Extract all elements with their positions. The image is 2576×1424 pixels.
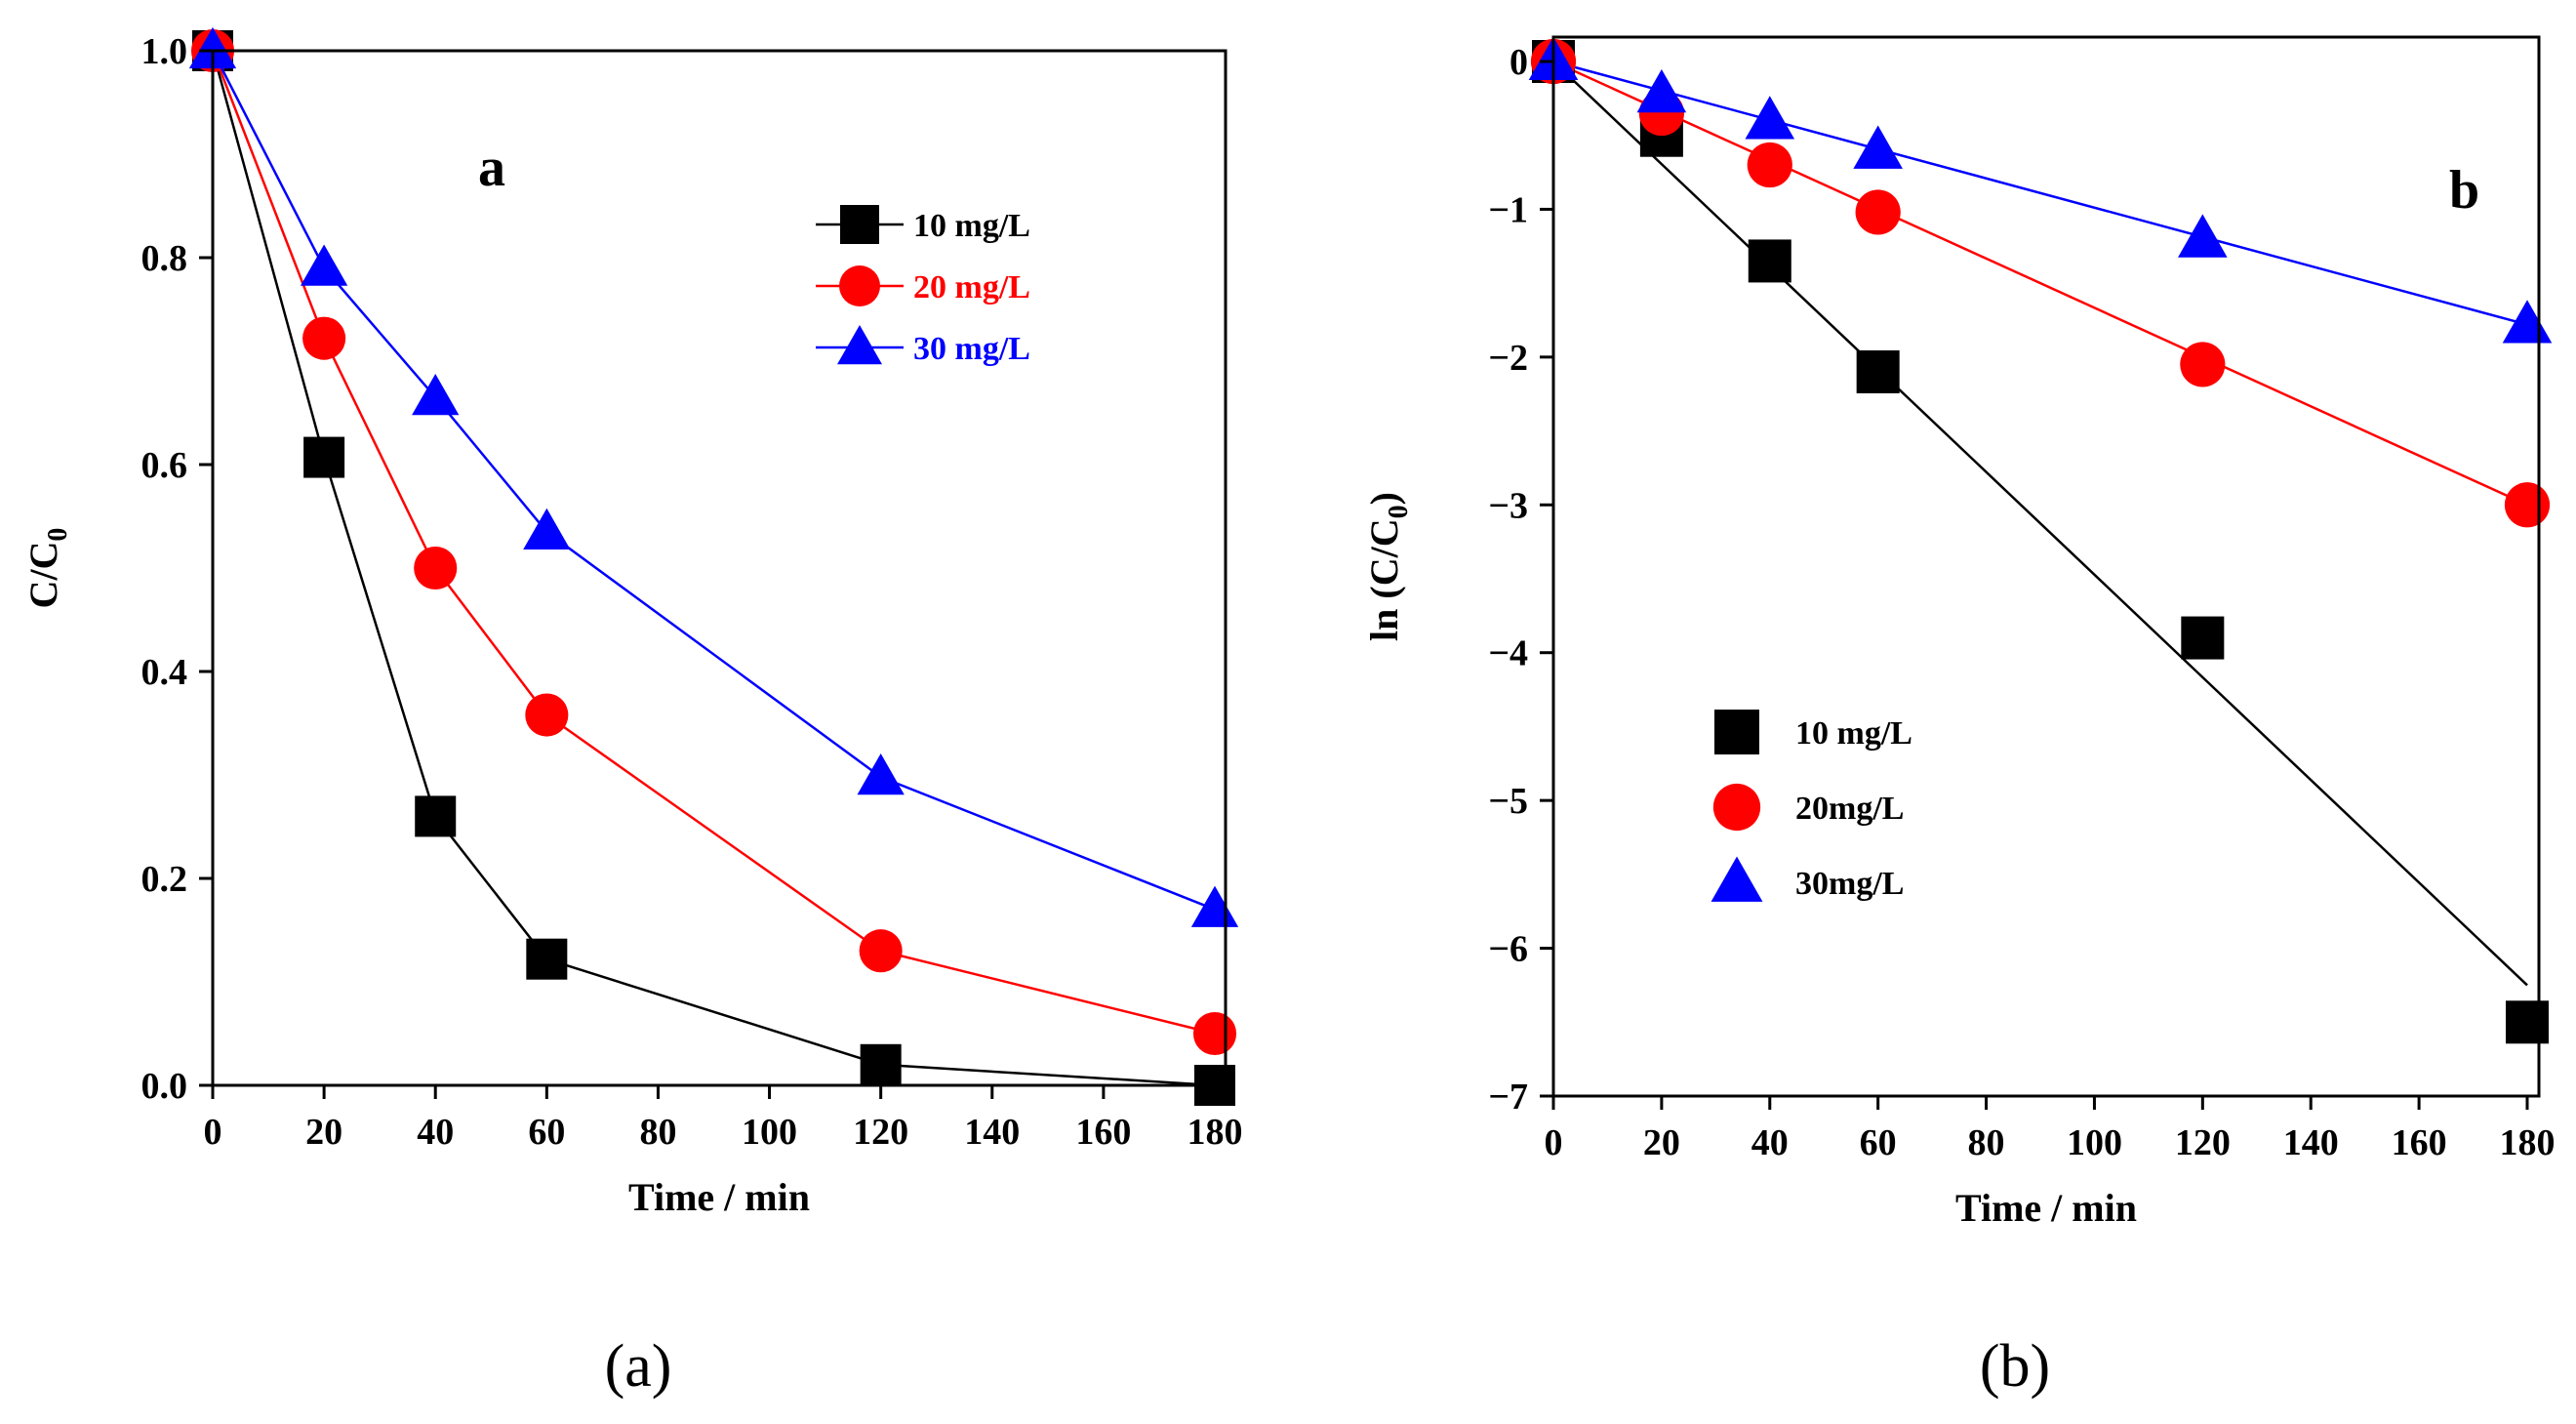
legend-label: 20 mg/L <box>913 269 1030 305</box>
x-tick-label: 80 <box>639 1112 676 1153</box>
data-point-triangle <box>523 508 571 550</box>
x-tick-label: 140 <box>964 1112 1020 1153</box>
y-tick-label: 0.2 <box>141 859 188 900</box>
data-point-square <box>1748 239 1791 283</box>
data-point-circle <box>1747 142 1792 188</box>
x-axis-title-b: Time / min <box>1955 1186 2137 1230</box>
x-tick-label: 180 <box>1187 1112 1243 1153</box>
data-point-circle <box>2180 342 2226 387</box>
data-point-triangle <box>188 26 237 69</box>
x-tick-label: 40 <box>1751 1122 1789 1163</box>
data-point-square <box>526 938 568 980</box>
legend-marker-triangle <box>837 325 882 365</box>
y-tick-label: −2 <box>1488 338 1528 379</box>
y-tick-label: −3 <box>1488 485 1528 526</box>
fit-line <box>1552 61 2528 987</box>
x-tick-label: 60 <box>1860 1122 1897 1163</box>
x-tick-label: 160 <box>2392 1122 2447 1163</box>
y-tick-label: 0 <box>1509 42 1528 83</box>
x-tick-label: 120 <box>853 1112 908 1153</box>
data-point-triangle <box>300 244 348 286</box>
data-point-circle <box>1855 189 1901 235</box>
legend-marker-triangle <box>1711 856 1763 902</box>
caption-b: (b) <box>1980 1333 2050 1400</box>
data-point-square <box>2506 1000 2549 1044</box>
data-point-triangle <box>1745 96 1795 140</box>
legend-label: 30 mg/L <box>913 331 1030 367</box>
panel-letter-a: a <box>478 138 505 198</box>
x-tick-label: 100 <box>2067 1122 2122 1163</box>
x-tick-label: 180 <box>2500 1122 2556 1163</box>
data-point-triangle <box>857 753 905 795</box>
data-point-circle <box>2504 482 2551 528</box>
y-tick-label: −1 <box>1488 189 1528 230</box>
legend-marker-square <box>1714 710 1759 754</box>
data-point-triangle <box>1636 69 1687 113</box>
data-point-triangle <box>412 373 460 416</box>
legend-b: 10 mg/L 20mg/L 30mg/L <box>1711 710 1912 902</box>
data-point-circle <box>1192 1011 1237 1056</box>
x-tick-label: 80 <box>1968 1122 2005 1163</box>
data-point-circle <box>302 316 346 360</box>
data-point-square <box>860 1043 902 1085</box>
data-point-triangle <box>2178 214 2228 258</box>
y-tick-label: −4 <box>1488 633 1528 674</box>
y-axis-title-b-main: ln (C/C <box>1362 518 1406 641</box>
legend-marker-circle <box>839 265 880 306</box>
panel-letter-b: b <box>2449 160 2479 221</box>
caption-a: (a) <box>605 1333 672 1400</box>
y-tick-label: 0.4 <box>141 652 188 693</box>
data-point-square <box>1856 350 1900 393</box>
x-tick-label: 100 <box>742 1112 797 1153</box>
legend-label: 10 mg/L <box>1795 715 1912 752</box>
x-axis-title-a: Time / min <box>628 1175 810 1219</box>
data-point-triangle <box>1853 125 1903 169</box>
y-axis-title-a-sub: 0 <box>43 528 73 542</box>
y-tick-label: −5 <box>1488 781 1528 822</box>
data-point-square <box>2181 616 2225 660</box>
x-tick-label: 0 <box>204 1112 222 1153</box>
fit-line <box>1552 60 2528 326</box>
x-tick-label: 160 <box>1075 1112 1131 1153</box>
series-line <box>211 50 1216 1087</box>
legend-label: 20mg/L <box>1795 791 1904 827</box>
chart-panel-a: 0 20 40 60 80 100 120 140 160 180 0.0 0.2 0.4 0.6 0.8 1… <box>21 26 1243 1400</box>
x-tick-label: 60 <box>528 1112 565 1153</box>
y-axis-title-b-sub: 0 <box>1384 505 1414 518</box>
chart-panel-b: 0 20 40 60 80 100 120 140 160 1800−1−2−3−4−5−6−7 … <box>1362 35 2556 1400</box>
series-line <box>211 50 1216 1036</box>
series-line <box>211 50 1216 911</box>
x-tick-label: 20 <box>305 1112 342 1153</box>
x-tick-label: 140 <box>2283 1122 2339 1163</box>
data-point-circle <box>414 546 458 590</box>
y-axis-title-a: C/C0 <box>21 528 73 609</box>
y-axis-title-a-main: C/C <box>21 542 65 609</box>
legend-marker-circle <box>1712 783 1761 832</box>
legend-label: 10 mg/L <box>913 208 1030 244</box>
data-point-circle <box>525 693 569 737</box>
data-point-square <box>303 436 345 478</box>
y-tick-label: 0.8 <box>141 238 188 279</box>
y-tick-label: 0.6 <box>141 445 188 486</box>
y-tick-label: −7 <box>1488 1077 1528 1118</box>
legend-marker-square <box>840 205 879 244</box>
fit-line <box>1552 60 2528 507</box>
y-axis-title-b: ln (C/C0) <box>1362 492 1414 641</box>
plot-frame-b <box>1551 35 2541 1098</box>
legend-a: 10 mg/L 20 mg/L 30 mg/L <box>816 205 1030 367</box>
legend-label: 30mg/L <box>1795 866 1904 902</box>
y-axis-title-b-end: ) <box>1362 492 1406 505</box>
plot-frame-a <box>211 49 1228 1087</box>
y-tick-label: 1.0 <box>141 31 188 72</box>
x-tick-label: 40 <box>417 1112 454 1153</box>
y-tick-label: 0.0 <box>141 1066 188 1107</box>
x-tick-label: 20 <box>1643 1122 1680 1163</box>
data-point-square <box>415 795 457 837</box>
data-point-circle <box>859 929 903 973</box>
x-tick-label: 120 <box>2175 1122 2231 1163</box>
x-tick-label: 0 <box>1545 1122 1563 1163</box>
y-tick-label: −6 <box>1488 929 1528 970</box>
